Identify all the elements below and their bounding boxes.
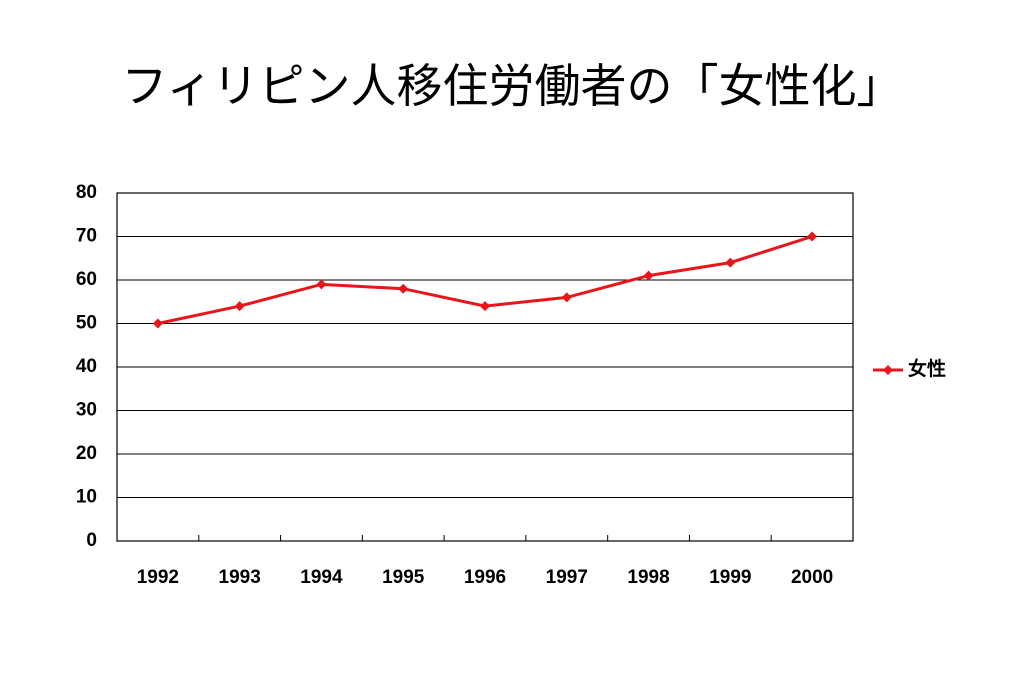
legend-label: 女性 (908, 357, 946, 380)
x-tick-label: 1999 (709, 567, 751, 588)
marker (316, 279, 327, 290)
y-tick-label: 40 (76, 356, 97, 377)
x-tick-label: 1997 (546, 567, 588, 588)
y-tick-label: 60 (76, 269, 97, 290)
x-tick-label: 1993 (219, 567, 261, 588)
marker (807, 231, 818, 242)
marker (234, 301, 245, 312)
x-tick-label: 1996 (464, 567, 506, 588)
marker (725, 257, 736, 268)
marker (643, 270, 654, 281)
marker (561, 292, 572, 303)
y-tick-label: 10 (76, 487, 97, 508)
y-tick-label: 80 (76, 182, 97, 203)
marker (480, 301, 490, 312)
chart-title: フィリピン人移住労働者の「女性化」 (121, 60, 902, 112)
x-tick-label: 1992 (137, 567, 179, 588)
x-tick-label: 1998 (627, 567, 669, 588)
y-tick-label: 30 (76, 400, 97, 421)
y-tick-label: 0 (86, 530, 97, 551)
y-tick-label: 50 (76, 313, 97, 334)
x-tick-label: 1995 (382, 567, 425, 588)
x-tick-label: 1994 (300, 567, 343, 588)
y-tick-label: 20 (76, 443, 97, 464)
legend-marker (883, 365, 893, 375)
marker (398, 283, 409, 294)
x-tick-label: 2000 (791, 567, 833, 588)
marker (152, 318, 163, 329)
y-tick-label: 70 (76, 226, 97, 247)
